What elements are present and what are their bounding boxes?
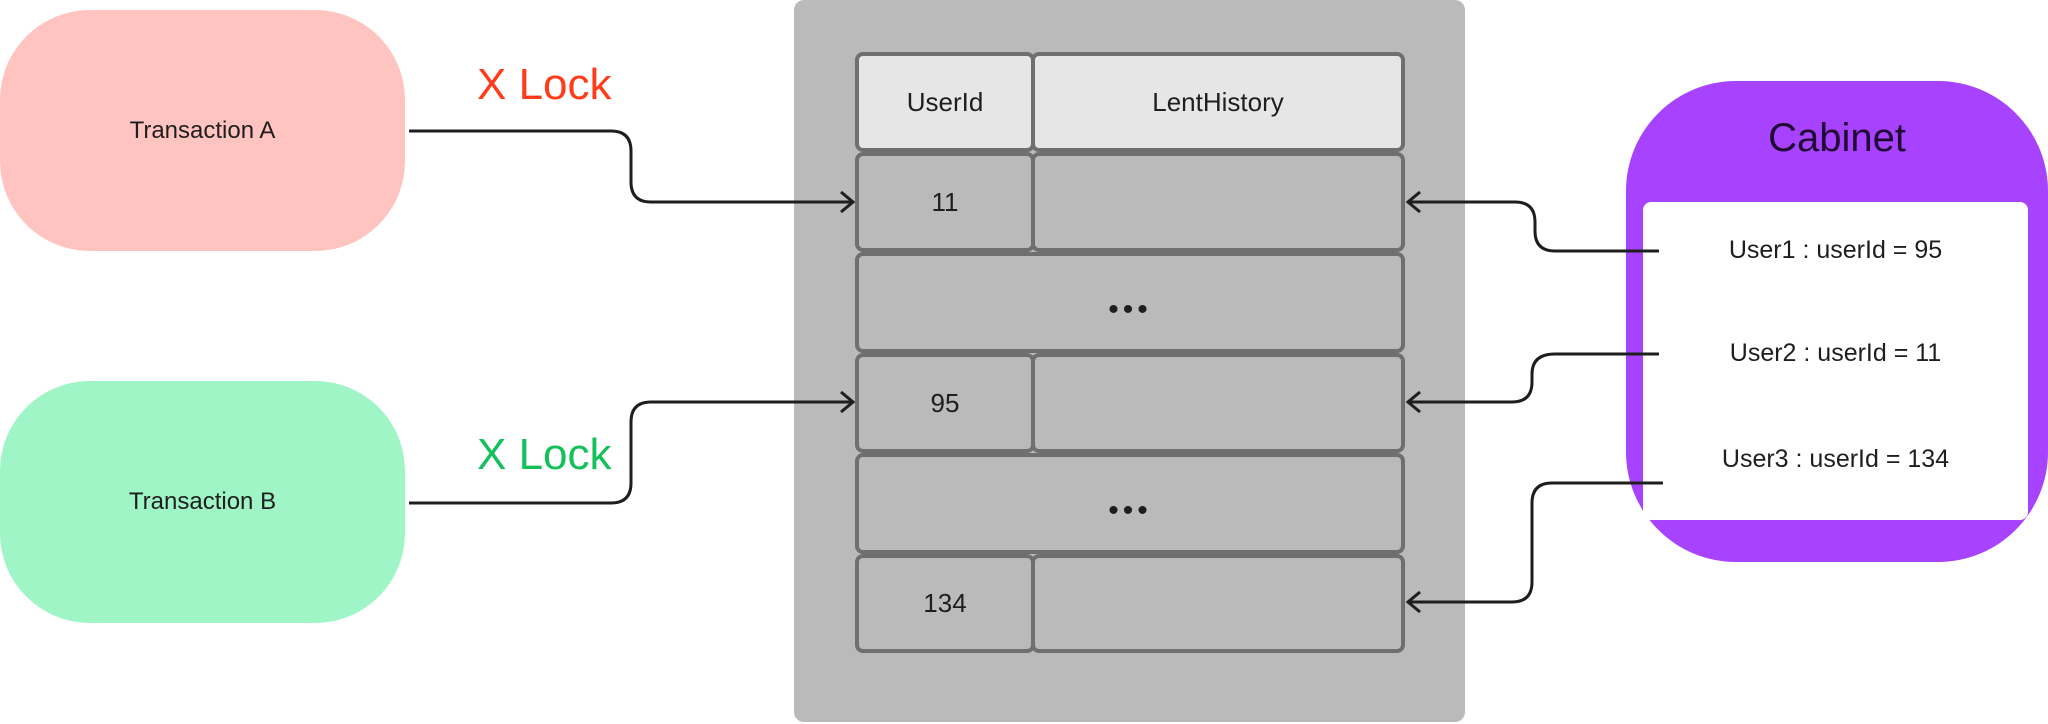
header-lenthistory: LentHistory — [1031, 52, 1405, 152]
transaction-b-label: Transaction B — [128, 488, 277, 515]
transaction-b-box: Transaction B — [0, 381, 405, 623]
connector-user2-to-11 — [1408, 352, 1659, 404]
row-lenthistory-cell — [1031, 353, 1405, 453]
connector-a-to-11 — [409, 129, 853, 204]
arrow-head-icon — [1405, 390, 1421, 414]
arrow-head-icon — [840, 190, 856, 214]
arrow-head-icon — [1405, 590, 1421, 614]
transaction-a-label: Transaction A — [129, 116, 276, 144]
cabinet-title: Cabinet — [1768, 116, 1906, 160]
arrow-head-icon — [840, 390, 856, 414]
cabinet-user-2: User2 : userId = 11 — [1729, 339, 1942, 367]
cabinet-inner — [1643, 202, 2028, 520]
ellipsis-row: ••• — [855, 453, 1405, 554]
row-lenthistory-cell — [1031, 554, 1405, 653]
x-lock-a-label: X Lock — [477, 60, 612, 109]
x-lock-b-label: X Lock — [477, 430, 612, 479]
row-userid-cell: 11 — [855, 152, 1035, 252]
transaction-a-box: Transaction A — [0, 10, 405, 251]
cabinet-user-1: User1 : userId = 95 — [1728, 236, 1943, 264]
connector-user1-to-95 — [1408, 200, 1659, 253]
ellipsis-row: ••• — [855, 252, 1405, 353]
arrow-head-icon — [1405, 190, 1421, 214]
connector-user3-to-134 — [1408, 481, 1663, 604]
row-lenthistory-cell — [1031, 152, 1405, 252]
connector-b-to-95 — [409, 400, 853, 505]
cabinet-user-3: User3 : userId = 134 — [1721, 445, 1950, 473]
